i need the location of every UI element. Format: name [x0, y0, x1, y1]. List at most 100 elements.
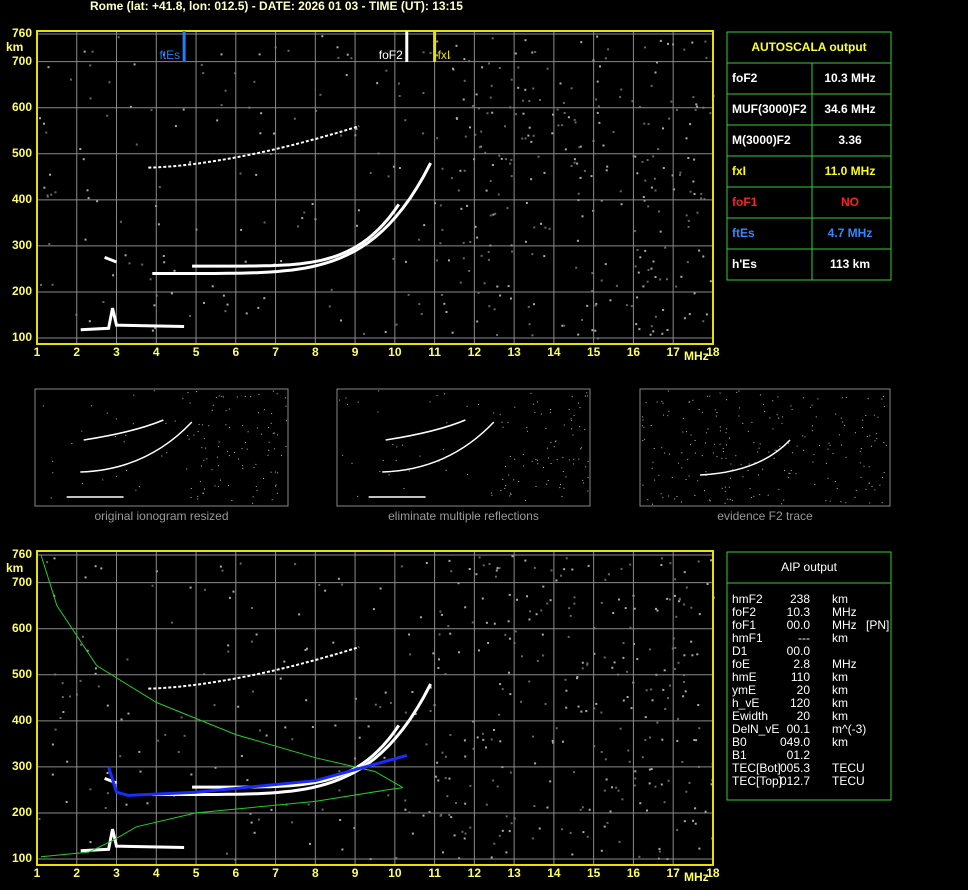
noise-dot	[108, 81, 111, 84]
thumb-trace	[66, 419, 193, 498]
noise-dot	[182, 397, 184, 399]
noise-dot	[579, 426, 581, 428]
noise-dot	[540, 222, 542, 225]
noise-dot	[562, 740, 564, 743]
noise-dot	[203, 438, 205, 440]
noise-dot	[119, 755, 122, 758]
noise-dot	[259, 729, 261, 732]
noise-dot	[461, 830, 464, 833]
noise-dot	[581, 215, 584, 218]
noise-dot	[471, 621, 474, 624]
noise-dot	[161, 455, 163, 457]
noise-dot	[675, 615, 678, 618]
noise-dot	[697, 480, 699, 482]
noise-dot	[738, 390, 740, 392]
noise-dot	[576, 239, 579, 242]
noise-dot	[691, 41, 694, 44]
noise-dot	[552, 113, 554, 116]
noise-dot	[832, 453, 834, 454]
noise-dot	[643, 199, 646, 202]
param-value: 00.0	[787, 618, 811, 632]
noise-dot	[514, 406, 516, 408]
noise-dot	[645, 402, 647, 404]
x-tick-label: 10	[388, 345, 402, 359]
noise-dot	[237, 705, 240, 708]
noise-dot	[812, 461, 814, 463]
noise-dot	[860, 448, 862, 449]
y-unit: km	[6, 561, 23, 575]
noise-dot	[154, 327, 157, 329]
noise-dot	[534, 762, 537, 765]
noise-dot	[225, 410, 227, 412]
noise-dot	[334, 724, 337, 727]
noise-dot	[197, 498, 199, 500]
noise-dot	[496, 334, 498, 336]
f-trace-2	[192, 724, 401, 789]
noise-dot	[201, 447, 203, 449]
noise-dot	[436, 40, 439, 43]
noise-dot	[100, 567, 103, 570]
noise-dot	[54, 191, 57, 194]
noise-dot	[606, 165, 609, 168]
noise-dot	[860, 476, 862, 478]
y-tick-label: 100	[12, 851, 32, 865]
noise-dot	[233, 452, 235, 453]
noise-dot	[165, 422, 167, 424]
noise-dot	[867, 398, 869, 399]
noise-dot	[626, 670, 629, 673]
noise-dot	[471, 105, 474, 107]
noise-dot	[844, 424, 846, 426]
noise-dot	[531, 837, 534, 840]
noise-dot	[725, 457, 727, 459]
row-value: 3.36	[838, 133, 862, 147]
noise-dot	[50, 193, 53, 196]
noise-dot	[835, 413, 837, 415]
noise-dot	[595, 302, 598, 305]
noise-dot	[531, 334, 534, 337]
noise-dot	[509, 456, 511, 457]
noise-dot	[552, 741, 555, 744]
noise-dot	[866, 435, 868, 437]
noise-dot	[662, 167, 665, 169]
noise-dot	[228, 455, 230, 457]
noise-dot	[660, 783, 663, 786]
param-name: hmE	[732, 670, 757, 684]
noise-dot	[683, 603, 685, 606]
noise-dot	[204, 488, 205, 490]
param-name: B1	[732, 748, 747, 762]
noise-dot	[726, 428, 728, 430]
noise-dot	[265, 734, 268, 737]
noise-dot	[497, 193, 500, 196]
noise-dot	[759, 394, 761, 396]
noise-dot	[476, 236, 479, 239]
noise-dot	[459, 169, 462, 172]
noise-dot	[683, 571, 686, 574]
noise-dot	[587, 564, 590, 567]
noise-dot	[228, 408, 230, 410]
noise-dot	[605, 169, 608, 172]
noise-dot	[666, 329, 669, 331]
noise-dot	[643, 46, 646, 49]
noise-dot	[579, 808, 582, 811]
noise-dot	[293, 117, 296, 120]
noise-dot	[532, 134, 535, 137]
noise-dot	[418, 303, 421, 306]
noise-dot	[236, 396, 238, 398]
noise-dot	[464, 755, 467, 758]
noise-dot	[285, 445, 287, 447]
noise-dot	[466, 204, 469, 207]
noise-dot	[565, 476, 567, 478]
noise-dot	[526, 430, 528, 432]
noise-dot	[543, 467, 544, 468]
noise-dot	[213, 704, 216, 707]
noise-dot	[216, 119, 219, 122]
noise-dot	[620, 203, 623, 206]
noise-dot	[285, 405, 287, 407]
noise-dot	[125, 434, 127, 436]
noise-dot	[564, 148, 567, 151]
noise-dot	[611, 786, 613, 789]
noise-dot	[448, 559, 451, 562]
noise-dot	[885, 444, 887, 446]
noise-dot	[411, 691, 414, 693]
noise-dot	[486, 112, 489, 115]
